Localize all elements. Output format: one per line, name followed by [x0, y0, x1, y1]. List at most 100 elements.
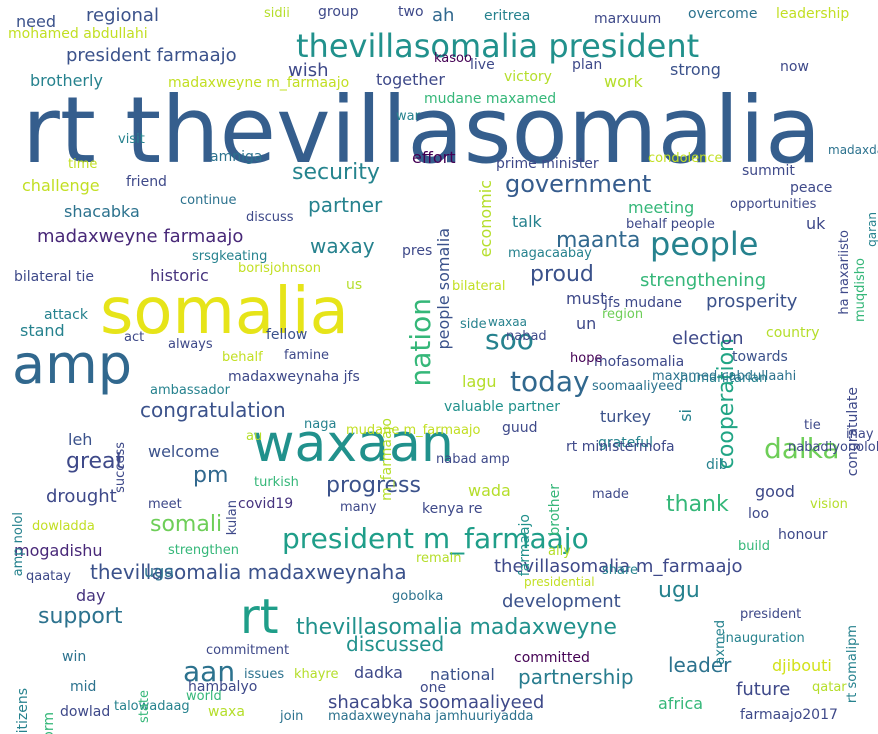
cloud-word: turkey: [600, 407, 651, 426]
cloud-word: region: [602, 307, 644, 322]
cloud-word: waxaa: [488, 315, 527, 329]
cloud-word: future: [736, 679, 791, 700]
cloud-word: naga: [304, 417, 337, 432]
cloud-word: waxaan: [252, 414, 454, 474]
cloud-word: victory: [504, 69, 552, 85]
cloud-word: rt thevillasomalia: [22, 77, 822, 184]
cloud-word: security: [292, 160, 380, 185]
cloud-word: partner: [308, 193, 383, 217]
cloud-word: ah: [432, 5, 455, 26]
cloud-word: friend: [126, 174, 167, 190]
cloud-word: uk: [806, 214, 826, 233]
cloud-word: nabad amp: [436, 452, 510, 467]
cloud-word: wish: [288, 60, 329, 81]
cloud-word: dowlad: [60, 704, 111, 720]
cloud-word: gobolka: [392, 589, 444, 604]
cloud-word: m_farmaajo: [379, 418, 395, 501]
cloud-word: together: [376, 70, 445, 89]
cloud-word: si: [676, 409, 695, 422]
cloud-word: strengthen: [168, 543, 239, 558]
cloud-word: towards: [732, 349, 788, 365]
cloud-word: one: [420, 680, 447, 696]
cloud-word: historic: [150, 266, 209, 285]
cloud-word: aan: [183, 655, 236, 688]
cloud-word: mudane m_farmaajo: [346, 423, 481, 438]
cloud-word: attack: [44, 307, 88, 323]
cloud-word: madaxweyne m_farmaajo: [168, 75, 350, 91]
cloud-word: mohamed abdullahi: [8, 26, 148, 42]
cloud-word: dowladda: [32, 519, 95, 534]
cloud-word: bilateral tie: [14, 269, 95, 285]
cloud-word: leadership: [776, 6, 850, 22]
cloud-word: lagu: [462, 372, 497, 391]
cloud-word: plan: [572, 57, 603, 73]
cloud-word: thevillasomalia madaxweynaha: [90, 560, 407, 584]
cloud-word: meet: [148, 497, 182, 512]
cloud-word: win: [62, 649, 87, 665]
cloud-word: visit: [118, 132, 145, 147]
cloud-word: qaatay: [26, 569, 71, 584]
cloud-word: rt ministermofa: [566, 439, 675, 455]
cloud-word: madaxda: [828, 143, 878, 157]
cloud-word: fellow: [266, 327, 308, 343]
cloud-word: muqdisho: [853, 258, 868, 322]
cloud-word: maxamed cabdullaahi: [652, 369, 797, 384]
cloud-word: dalka: [764, 432, 840, 465]
cloud-word: qaran: [865, 212, 878, 247]
cloud-word: national: [430, 665, 495, 684]
cloud-word: maanta: [556, 228, 641, 253]
cloud-word: progress: [326, 473, 421, 498]
cloud-word: congratulation: [140, 398, 286, 422]
cloud-word: rt somalipm: [845, 625, 860, 704]
cloud-word: guud: [502, 420, 538, 436]
cloud-word: farmaajo2017: [740, 707, 838, 723]
cloud-word: inay: [846, 427, 874, 442]
cloud-word: grateful: [598, 435, 654, 451]
cloud-word: somalia: [100, 275, 349, 349]
cloud-word: support: [38, 604, 123, 629]
cloud-word: us: [346, 277, 363, 293]
cloud-word: covid19: [238, 496, 294, 512]
cloud-word: development: [502, 591, 621, 612]
cloud-word: side: [460, 317, 487, 332]
cloud-word: build: [738, 539, 770, 554]
cloud-word: behalf: [222, 350, 263, 365]
cloud-word: group: [318, 4, 359, 20]
cloud-word: mogadishu: [14, 541, 103, 560]
cloud-word: sidii: [264, 6, 290, 21]
cloud-word: kulan: [225, 500, 240, 536]
cloud-word: two: [398, 4, 424, 20]
cloud-word: time: [68, 157, 98, 172]
cloud-word: ugu: [658, 578, 700, 603]
cloud-word: today: [510, 365, 590, 398]
cloud-word: presidential: [524, 575, 595, 589]
cloud-word: remain: [416, 551, 462, 566]
cloud-word: economic: [476, 180, 495, 258]
cloud-word: good: [755, 482, 795, 501]
cloud-word: strengthening: [640, 270, 767, 291]
cloud-word: brotherly: [30, 71, 103, 90]
cloud-word: madaxweyne farmaajo: [37, 226, 244, 247]
cloud-word: thank: [666, 492, 729, 517]
cloud-word: bilateral: [452, 279, 506, 294]
cloud-word: ally: [548, 544, 571, 559]
cloud-word: strong: [670, 60, 721, 79]
cloud-word: discuss: [246, 210, 294, 225]
cloud-word: madaxweynaha jamhuuriyadda: [328, 709, 534, 724]
cloud-word: talk: [512, 212, 542, 231]
cloud-word: dib: [706, 457, 728, 473]
cloud-word: share: [602, 563, 639, 578]
cloud-word: tie: [804, 418, 821, 433]
cloud-word: president: [740, 607, 802, 622]
cloud-word: magacaabay: [508, 246, 592, 261]
cloud-word: pres: [402, 243, 433, 259]
cloud-word: mid: [70, 679, 97, 695]
cloud-word: summit: [742, 163, 795, 179]
cloud-word: soo: [485, 323, 534, 356]
cloud-word: qatar: [812, 680, 847, 695]
cloud-word: thevillasomalia madaxweyne: [296, 615, 617, 640]
cloud-word: nabad: [506, 329, 547, 344]
cloud-word: marxuum: [594, 11, 662, 27]
cloud-word: committed: [514, 650, 590, 666]
